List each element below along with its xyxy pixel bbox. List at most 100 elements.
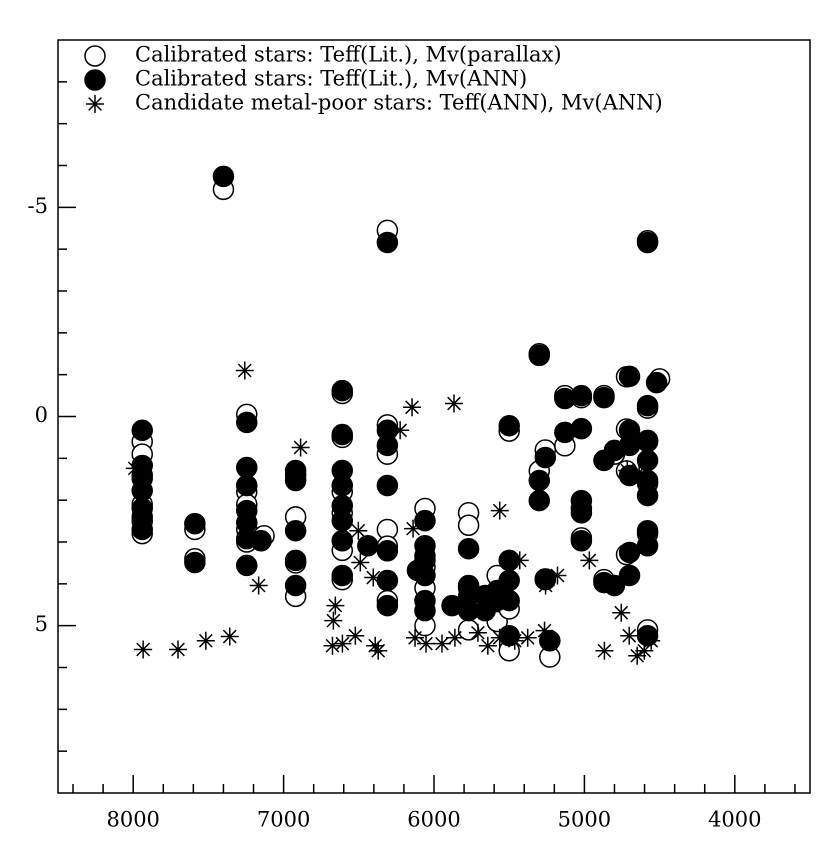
data-point (346, 626, 365, 645)
data-point (618, 564, 641, 587)
data-point (364, 568, 383, 587)
data-point (595, 641, 614, 660)
x-tick-label: 5000 (558, 808, 611, 832)
data-point (403, 398, 422, 417)
data-point (376, 540, 399, 562)
legend-label: Calibrated stars: Teff(Lit.), Mv(ANN) (135, 67, 527, 91)
data-point (236, 411, 258, 434)
data-point (534, 446, 557, 469)
data-point (580, 551, 599, 570)
data-point (406, 559, 429, 582)
data-point (376, 474, 399, 497)
legend-marker (84, 45, 106, 67)
data-point (331, 423, 354, 446)
data-point (510, 551, 529, 570)
data-point (331, 474, 354, 497)
data-point (414, 599, 436, 622)
data-point (235, 361, 254, 380)
data-point (478, 636, 497, 655)
data-point (636, 535, 659, 557)
legend-label: Candidate metal-poor stars: Teff(ANN), M… (135, 91, 663, 115)
legend-marker (84, 69, 106, 91)
legend-marker (86, 95, 104, 113)
x-tick-label: 4000 (708, 808, 761, 832)
data-point (324, 611, 343, 630)
data-point (468, 623, 487, 642)
data-point (357, 535, 379, 557)
legend-label: Calibrated stars: Teff(Lit.), Mv(paralla… (135, 43, 562, 67)
data-point (366, 636, 385, 655)
data-point (542, 631, 561, 650)
data-point (417, 634, 436, 653)
data-point (603, 574, 626, 597)
data-point (445, 394, 464, 413)
data-point (331, 379, 354, 402)
data-point (326, 596, 345, 615)
data-point (548, 566, 567, 585)
data-point (236, 554, 258, 577)
x-tick-label: 6000 (407, 808, 460, 832)
data-point (603, 439, 626, 462)
data-point (636, 484, 659, 507)
data-point (498, 569, 520, 592)
data-point (618, 541, 641, 564)
data-point (645, 371, 668, 394)
data-point (376, 231, 399, 254)
data-point (212, 165, 235, 188)
data-point (184, 551, 206, 574)
data-point (376, 434, 399, 457)
data-point (131, 518, 153, 541)
x-tick-label: 8000 (106, 808, 159, 832)
data-point (404, 519, 423, 538)
data-point (642, 631, 661, 650)
data-point (528, 344, 551, 367)
data-point (414, 509, 436, 532)
y-tick-label: 0 (35, 403, 48, 427)
data-point (570, 529, 593, 552)
data-point (457, 537, 480, 560)
data-point (236, 456, 258, 479)
data-point (636, 449, 659, 472)
data-point (636, 429, 659, 452)
data-point (196, 631, 215, 650)
data-point (518, 628, 537, 647)
data-point (131, 419, 153, 442)
y-tick-label: -5 (28, 194, 48, 218)
data-point (349, 521, 368, 540)
data-point (331, 564, 354, 587)
data-point (131, 479, 153, 502)
x-tick-label: 7000 (257, 808, 310, 832)
data-point (406, 628, 425, 647)
data-point (618, 461, 637, 480)
data-point (620, 626, 639, 645)
data-point (628, 646, 647, 665)
data-point (169, 640, 188, 659)
data-point (376, 569, 399, 592)
data-point (612, 603, 631, 622)
data-point (249, 576, 268, 595)
data-point (635, 641, 654, 660)
data-point (630, 463, 649, 482)
data-point (593, 386, 615, 409)
data-point (250, 529, 272, 552)
data-point (331, 529, 354, 552)
data-point (323, 636, 342, 655)
data-point (570, 501, 593, 524)
data-point (184, 512, 206, 535)
data-point (284, 519, 307, 542)
data-point (291, 438, 310, 457)
data-point (528, 489, 551, 512)
data-point (498, 414, 520, 437)
data-point (490, 501, 509, 520)
data-point (535, 621, 554, 640)
data-point (220, 627, 239, 646)
data-point (351, 553, 370, 572)
data-point (457, 514, 480, 537)
data-point (134, 640, 153, 659)
data-point (618, 365, 641, 388)
data-point (376, 594, 399, 617)
data-point (432, 634, 451, 653)
data-point (284, 574, 307, 597)
data-point (369, 641, 388, 660)
